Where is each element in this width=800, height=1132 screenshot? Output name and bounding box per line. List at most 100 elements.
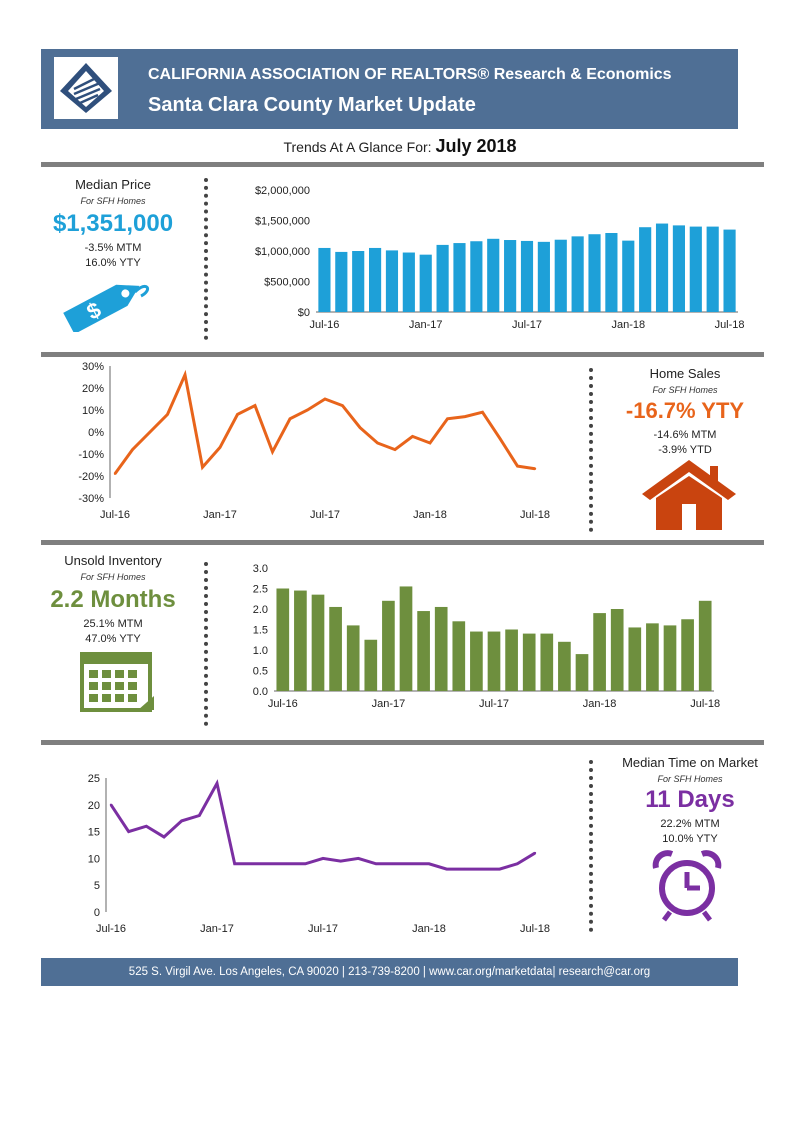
inventory-bar bbox=[540, 633, 554, 691]
home-sales-point bbox=[271, 450, 274, 453]
inventory-chart: 0.0 0.5 1.0 1.5 2.0 2.5 3.0 Jul-16 Jan-17 Jul-17… bbox=[253, 563, 720, 710]
header-banner bbox=[41, 49, 738, 129]
dom-point bbox=[145, 825, 148, 828]
home-sales-point bbox=[183, 373, 187, 376]
home-sales-y-tick-label: -30% bbox=[78, 493, 104, 505]
median-price-bar bbox=[655, 223, 669, 312]
inventory-bar bbox=[663, 625, 677, 691]
inventory-bar bbox=[382, 600, 395, 691]
dom-point bbox=[251, 862, 254, 865]
dom-point bbox=[304, 862, 307, 865]
home-sales-point bbox=[288, 417, 292, 420]
dom-x-tick-label: Jul-18 bbox=[520, 923, 550, 935]
inventory-x-tick-label: Jan-17 bbox=[372, 698, 406, 710]
home-sales-x-tick-label: Jan-17 bbox=[203, 509, 237, 521]
dom-y-tick-label: 5 bbox=[94, 880, 100, 892]
dom-point bbox=[339, 859, 342, 863]
section-divider bbox=[41, 740, 764, 745]
car-logo bbox=[54, 57, 118, 119]
home-sales-value: -16.7% YTY bbox=[625, 398, 745, 423]
dom-y-tick-label: 25 bbox=[88, 773, 100, 785]
dom-x-ticks: Jul-16 Jan-17 Jul-17 Jan-18 Jul-18 bbox=[96, 923, 550, 935]
trends-line: Trends At A Glance For: July 2018 bbox=[0, 136, 800, 157]
median-price-x-tick-label: Jan-18 bbox=[611, 319, 645, 331]
inventory-x-tick-label: Jan-18 bbox=[583, 698, 617, 710]
inventory-x-tick-label: Jul-17 bbox=[479, 698, 509, 710]
home-sales-sub: For SFH Homes bbox=[652, 385, 718, 395]
dom-point bbox=[127, 830, 130, 833]
home-sales-point bbox=[218, 446, 222, 449]
median-price-bar bbox=[419, 254, 432, 312]
inventory-bar bbox=[610, 609, 624, 691]
inventory-y-ticks: 0.0 0.5 1.0 1.5 2.0 2.5 3.0 bbox=[253, 563, 268, 698]
dom-point bbox=[198, 814, 201, 817]
dom-point bbox=[392, 862, 395, 865]
median-price-bar bbox=[487, 238, 500, 312]
inventory-bar bbox=[294, 590, 307, 691]
median-price-x-tick-label: Jul-16 bbox=[309, 319, 339, 331]
dom-point bbox=[162, 835, 166, 839]
inventory-bar bbox=[311, 594, 325, 691]
trends-prefix: Trends At A Glance For: bbox=[283, 139, 432, 155]
section-divider bbox=[41, 540, 764, 545]
inventory-y-tick-label: 1.5 bbox=[253, 625, 268, 637]
inventory-x-tick-label: Jul-16 bbox=[268, 698, 298, 710]
median-price-bar bbox=[639, 227, 652, 312]
inventory-x-tick-label: Jul-18 bbox=[690, 698, 720, 710]
dom-point bbox=[480, 867, 484, 871]
dom-point bbox=[427, 862, 431, 865]
home-sales-point bbox=[236, 413, 239, 416]
home-sales-y-tick-label: -20% bbox=[78, 471, 104, 483]
home-sales-point bbox=[428, 441, 432, 445]
home-sales-point bbox=[358, 426, 362, 429]
median-price-bar bbox=[436, 244, 449, 312]
inventory-y-tick-label: 3.0 bbox=[253, 563, 268, 575]
home-sales-point bbox=[341, 404, 344, 407]
dom-point bbox=[286, 862, 289, 865]
home-sales-point bbox=[446, 417, 449, 420]
home-sales-x-ticks: Jul-16 Jan-17 Jul-17 Jan-18 Jul-18 bbox=[100, 509, 550, 521]
median-price-bar bbox=[335, 251, 348, 312]
home-sales-point bbox=[533, 467, 537, 470]
median-price-bar bbox=[385, 250, 399, 312]
inventory-bar bbox=[681, 619, 694, 691]
dom-point bbox=[109, 803, 113, 806]
dom-points bbox=[109, 782, 537, 871]
home-sales-x-tick-label: Jul-18 bbox=[520, 509, 550, 521]
price-tag-icon: $ bbox=[63, 284, 149, 332]
median-price-x-tick-label: Jul-17 bbox=[512, 319, 542, 331]
inventory-bar bbox=[558, 641, 571, 691]
home-sales-point bbox=[113, 472, 117, 475]
home-sales-y-tick-label: 10% bbox=[82, 405, 104, 417]
median-price-x-ticks: Jul-16 Jan-17 Jul-17 Jan-18 Jul-18 bbox=[309, 319, 744, 331]
header-org: CALIFORNIA ASSOCIATION OF REALTORS® Rese… bbox=[148, 66, 672, 83]
home-sales-chart: -30%-20%-10%0%10%20%30% Jul-16 Jan-17 Jul-… bbox=[78, 361, 550, 521]
dotted-separator bbox=[204, 178, 208, 340]
median-price-bar bbox=[537, 241, 550, 312]
median-price-bar bbox=[571, 236, 584, 312]
inventory-bar bbox=[505, 629, 518, 691]
median-price-bar bbox=[605, 233, 618, 312]
dom-line bbox=[109, 779, 536, 871]
median-price-y-tick-label: $500,000 bbox=[264, 277, 310, 289]
inventory-bar bbox=[417, 611, 430, 691]
median-price-x-tick-label: Jul-18 bbox=[715, 319, 745, 331]
inventory-bar bbox=[276, 588, 290, 691]
home-sales-point bbox=[516, 464, 519, 468]
dom-yty: 10.0% YTY bbox=[662, 833, 718, 845]
median-price-value: $1,351,000 bbox=[52, 210, 174, 237]
median-price-bar bbox=[622, 240, 635, 312]
home-sales-point bbox=[376, 441, 379, 445]
dom-x-tick-label: Jan-17 bbox=[200, 923, 234, 935]
median-price-bar bbox=[520, 240, 534, 312]
dotted-separator bbox=[589, 368, 593, 532]
header-title: Santa Clara County Market Update bbox=[148, 94, 476, 116]
home-sales-y-ticks: -30% -20% -10% 0% 10% 20% 30% bbox=[78, 361, 104, 505]
dom-point bbox=[268, 862, 272, 865]
inventory-bar bbox=[628, 627, 642, 691]
home-sales-y-tick-label: -10% bbox=[78, 449, 104, 461]
home-sales-point bbox=[253, 404, 257, 407]
inventory-yty: 47.0% YTY bbox=[85, 633, 141, 645]
median-price-bar bbox=[706, 226, 719, 312]
